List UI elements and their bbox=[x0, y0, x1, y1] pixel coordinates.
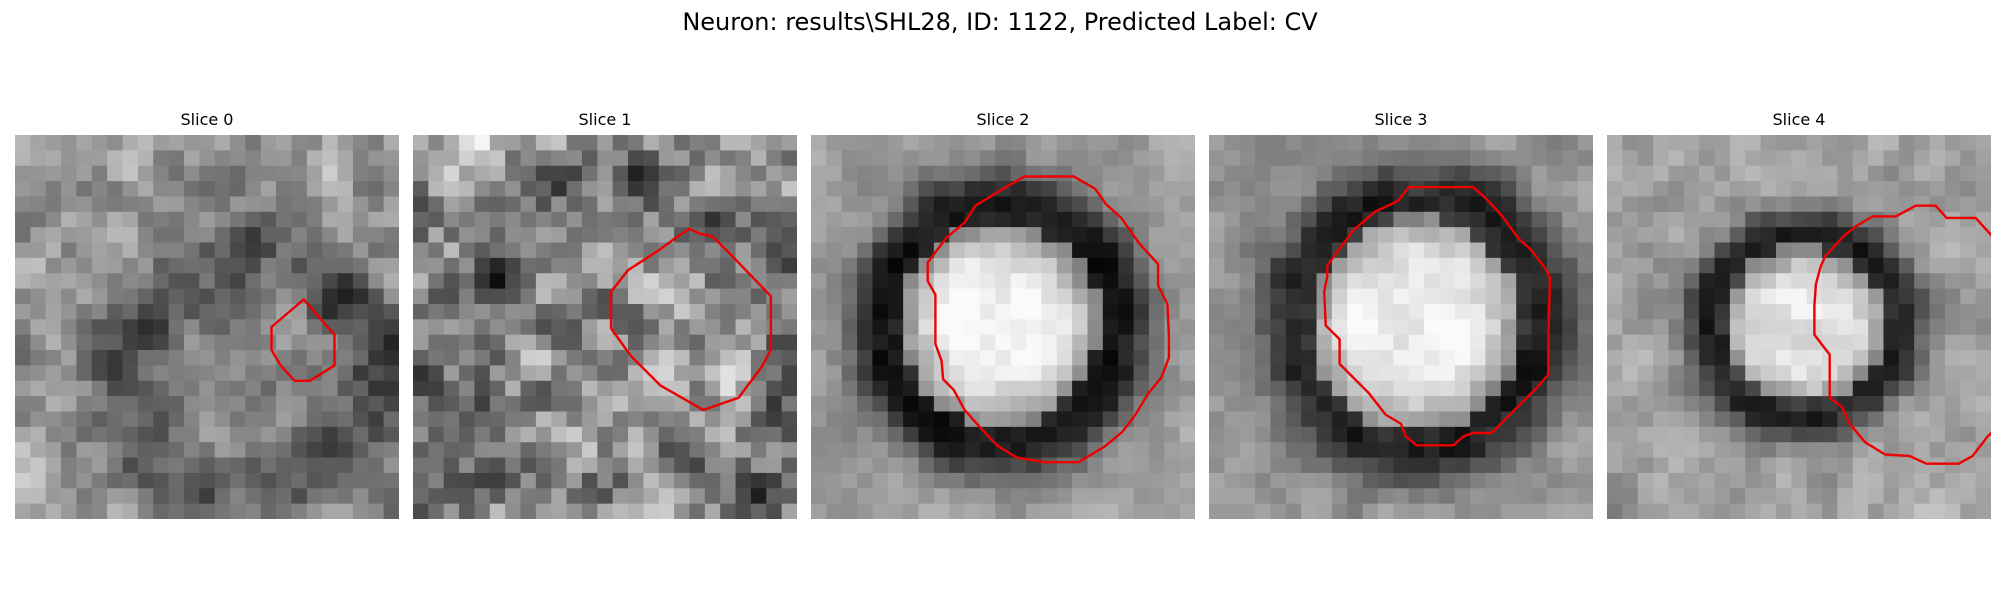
slice-3-image bbox=[1209, 135, 1593, 519]
slice-3-contour bbox=[1322, 186, 1552, 447]
slice-4-title: Slice 4 bbox=[1772, 110, 1826, 129]
slice-panel-0: Slice 0 bbox=[15, 107, 399, 519]
slice-3-pixels bbox=[1209, 135, 1593, 519]
slice-1-pixels bbox=[413, 135, 797, 519]
slice-0-title: Slice 0 bbox=[180, 110, 234, 129]
slice-1-title: Slice 1 bbox=[578, 110, 632, 129]
slice-4-image bbox=[1607, 135, 1991, 519]
slice-0-pixels bbox=[15, 135, 399, 519]
slice-2-image bbox=[811, 135, 1195, 519]
slice-panel-4: Slice 4 bbox=[1607, 107, 1991, 519]
figure-title: Neuron: results\SHL28, ID: 1122, Predict… bbox=[682, 8, 1318, 36]
slice-2-title: Slice 2 bbox=[976, 110, 1030, 129]
slice-4-contour bbox=[1813, 204, 1991, 465]
slice-0-contour bbox=[270, 297, 336, 383]
slice-1-image bbox=[413, 135, 797, 519]
slice-4-pixels bbox=[1607, 135, 1991, 519]
slice-2-contour bbox=[926, 175, 1171, 464]
slice-3-title: Slice 3 bbox=[1374, 110, 1428, 129]
slice-panel-1: Slice 1 bbox=[413, 107, 797, 519]
slice-2-pixels bbox=[811, 135, 1195, 519]
slice-1-contour bbox=[609, 227, 773, 412]
slice-panel-2: Slice 2 bbox=[811, 107, 1195, 519]
slice-panel-3: Slice 3 bbox=[1209, 107, 1593, 519]
slice-0-image bbox=[15, 135, 399, 519]
